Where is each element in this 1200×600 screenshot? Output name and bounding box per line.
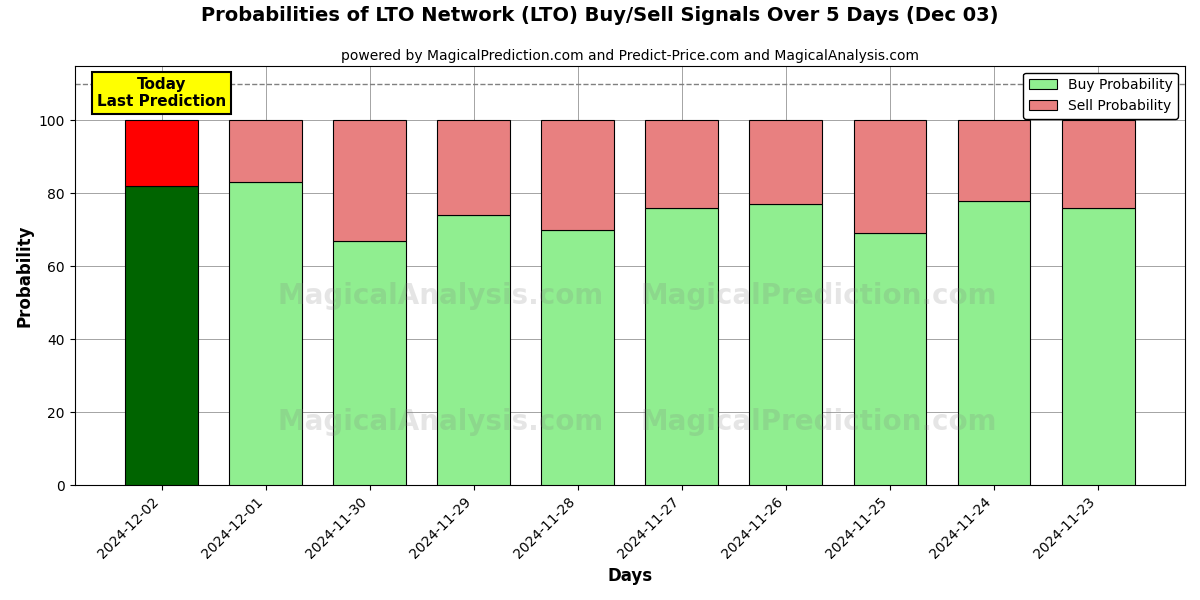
Bar [750,204,822,485]
Title: powered by MagicalPrediction.com and Predict-Price.com and MagicalAnalysis.com: powered by MagicalPrediction.com and Pre… [341,49,919,63]
Bar [541,230,614,485]
Bar [437,215,510,485]
Bar [334,241,406,485]
Text: MagicalPrediction.com: MagicalPrediction.com [641,408,997,436]
Bar [229,182,302,485]
Bar [541,120,614,230]
Bar [437,120,510,215]
Bar [750,120,822,204]
Bar [958,200,1031,485]
Bar [853,233,926,485]
Text: Probabilities of LTO Network (LTO) Buy/Sell Signals Over 5 Days (Dec 03): Probabilities of LTO Network (LTO) Buy/S… [202,6,998,25]
Legend: Buy Probability, Sell Probability: Buy Probability, Sell Probability [1024,73,1178,119]
Bar [334,120,406,241]
Bar [853,120,926,233]
Bar [125,120,198,186]
Y-axis label: Probability: Probability [16,224,34,326]
Bar [958,120,1031,200]
Bar [125,186,198,485]
Bar [1062,208,1134,485]
Text: MagicalAnalysis.com: MagicalAnalysis.com [278,408,604,436]
Bar [646,208,719,485]
Text: MagicalPrediction.com: MagicalPrediction.com [641,283,997,310]
Text: Today
Last Prediction: Today Last Prediction [97,77,226,109]
Bar [1062,120,1134,208]
Text: MagicalAnalysis.com: MagicalAnalysis.com [278,283,604,310]
Bar [229,120,302,182]
X-axis label: Days: Days [607,567,653,585]
Bar [646,120,719,208]
